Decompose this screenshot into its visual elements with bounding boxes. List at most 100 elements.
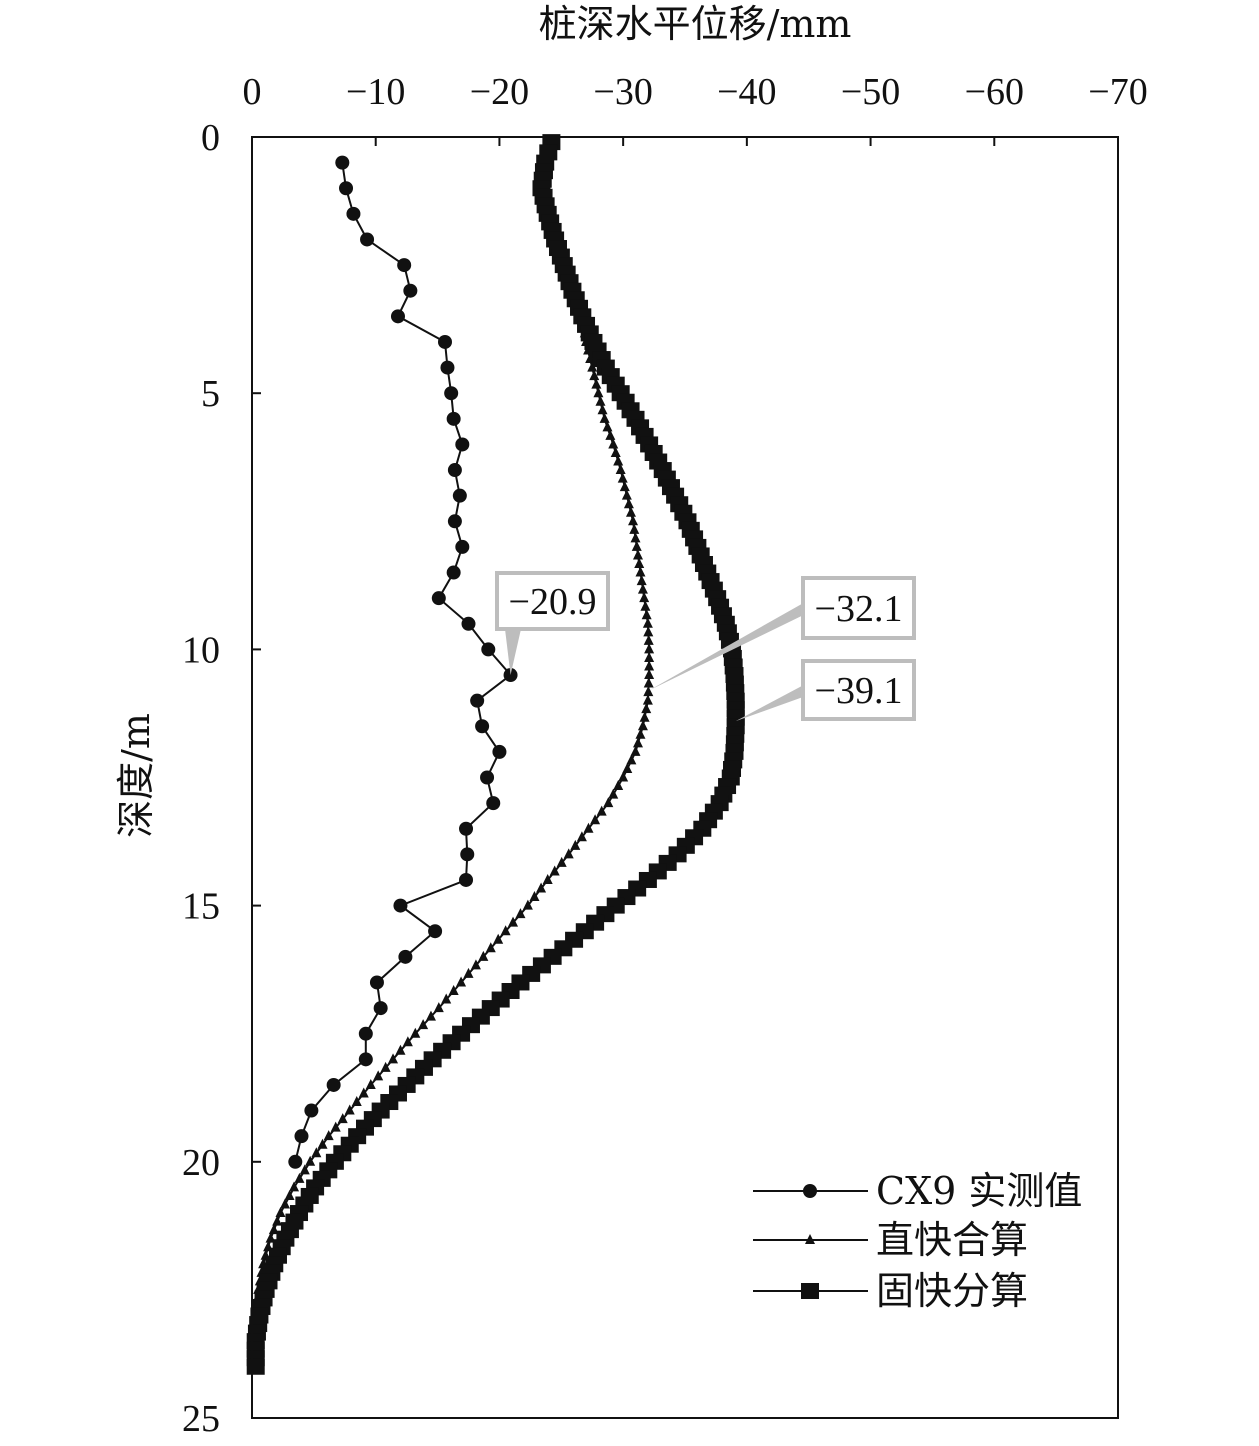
data-point	[289, 1181, 300, 1192]
data-point	[463, 967, 474, 978]
legend-item: 直快合算	[753, 1218, 1028, 1262]
data-point	[330, 1121, 341, 1132]
data-point	[599, 412, 610, 423]
legend-item: 固快分算	[753, 1269, 1028, 1313]
data-point	[346, 206, 361, 221]
data-point	[590, 814, 601, 825]
callout-pointer	[505, 629, 521, 676]
data-point	[632, 737, 643, 748]
data-point	[380, 1061, 391, 1072]
data-point	[337, 1113, 348, 1124]
data-point	[365, 1078, 376, 1089]
data-point	[299, 1164, 310, 1175]
data-point	[358, 1026, 373, 1041]
callout-label: −39.1	[815, 670, 903, 712]
legend-label: 直快合算	[876, 1218, 1028, 1262]
data-point	[640, 600, 651, 611]
data-point	[369, 975, 384, 990]
data-point	[335, 155, 350, 170]
data-point	[634, 558, 645, 568]
data-point	[418, 1019, 429, 1030]
data-point	[403, 283, 418, 298]
y-tick-label: 10	[182, 629, 220, 671]
data-point	[583, 822, 594, 833]
data-point	[410, 1027, 421, 1038]
x-axis-ticks: 0 −10 −20 −30 −40 −50 −60 −70	[243, 71, 1148, 146]
data-point	[447, 514, 462, 529]
data-point	[481, 642, 496, 657]
data-point	[641, 609, 652, 620]
data-point	[373, 1070, 384, 1081]
y-axis-title: 深度/m	[114, 713, 158, 838]
data-point	[492, 744, 507, 759]
callout-label: −20.9	[509, 581, 597, 623]
data-point	[447, 463, 462, 478]
data-point	[311, 1147, 322, 1158]
legend-item: CX9 实测值	[753, 1169, 1082, 1213]
data-point	[441, 993, 452, 1004]
data-point	[268, 1224, 279, 1235]
series-circle	[288, 155, 518, 1169]
y-tick-label: 5	[201, 373, 220, 415]
data-point	[630, 532, 641, 543]
data-point	[563, 848, 574, 859]
data-point	[460, 847, 475, 862]
callout: −32.1	[649, 576, 916, 691]
data-point	[480, 770, 495, 785]
data-point	[642, 617, 653, 628]
data-point	[602, 421, 613, 432]
callout-pointer	[649, 603, 803, 691]
data-point	[643, 626, 654, 637]
data-point	[317, 1138, 328, 1149]
data-point	[446, 565, 461, 580]
y-tick-label: 25	[182, 1398, 220, 1440]
data-point	[440, 360, 455, 375]
data-point	[644, 651, 655, 662]
data-point	[485, 942, 496, 953]
legend-marker	[805, 1234, 815, 1244]
data-point	[455, 539, 470, 554]
data-point	[395, 1044, 406, 1055]
data-point	[643, 634, 654, 645]
data-point	[390, 309, 405, 324]
data-point	[425, 1010, 436, 1021]
x-tick-label: −10	[346, 71, 405, 113]
data-point	[639, 711, 650, 722]
callout-box	[495, 571, 610, 631]
plot-frame	[251, 136, 1119, 1419]
data-point	[431, 591, 446, 606]
data-point	[615, 464, 626, 475]
data-point	[500, 925, 511, 936]
data-point	[643, 677, 654, 688]
data-point	[452, 488, 467, 503]
series-layer	[246, 134, 745, 1375]
data-point	[433, 1002, 444, 1013]
data-point	[628, 515, 639, 526]
data-point	[596, 805, 607, 816]
data-point	[459, 872, 474, 887]
callout: −39.1	[735, 659, 916, 722]
y-tick-label: 15	[182, 886, 220, 928]
data-point	[631, 540, 642, 551]
data-point	[358, 1052, 373, 1067]
data-point	[623, 498, 634, 509]
y-tick-label: 0	[201, 117, 220, 159]
data-point	[279, 1198, 290, 1209]
data-point	[323, 1130, 334, 1141]
data-point	[444, 386, 459, 401]
data-point	[617, 472, 628, 483]
data-point	[635, 728, 646, 739]
data-point	[536, 882, 547, 893]
data-point	[587, 361, 598, 372]
data-point	[284, 1189, 295, 1200]
data-point	[437, 334, 452, 349]
y-tick-label: 20	[182, 1142, 220, 1184]
legend-label: 固快分算	[876, 1269, 1028, 1313]
data-point	[629, 523, 640, 534]
x-axis-title: 桩深水平位移/mm	[539, 2, 852, 46]
data-point	[360, 232, 375, 247]
data-point	[608, 438, 619, 449]
data-point	[373, 1001, 388, 1016]
data-point	[456, 976, 467, 987]
